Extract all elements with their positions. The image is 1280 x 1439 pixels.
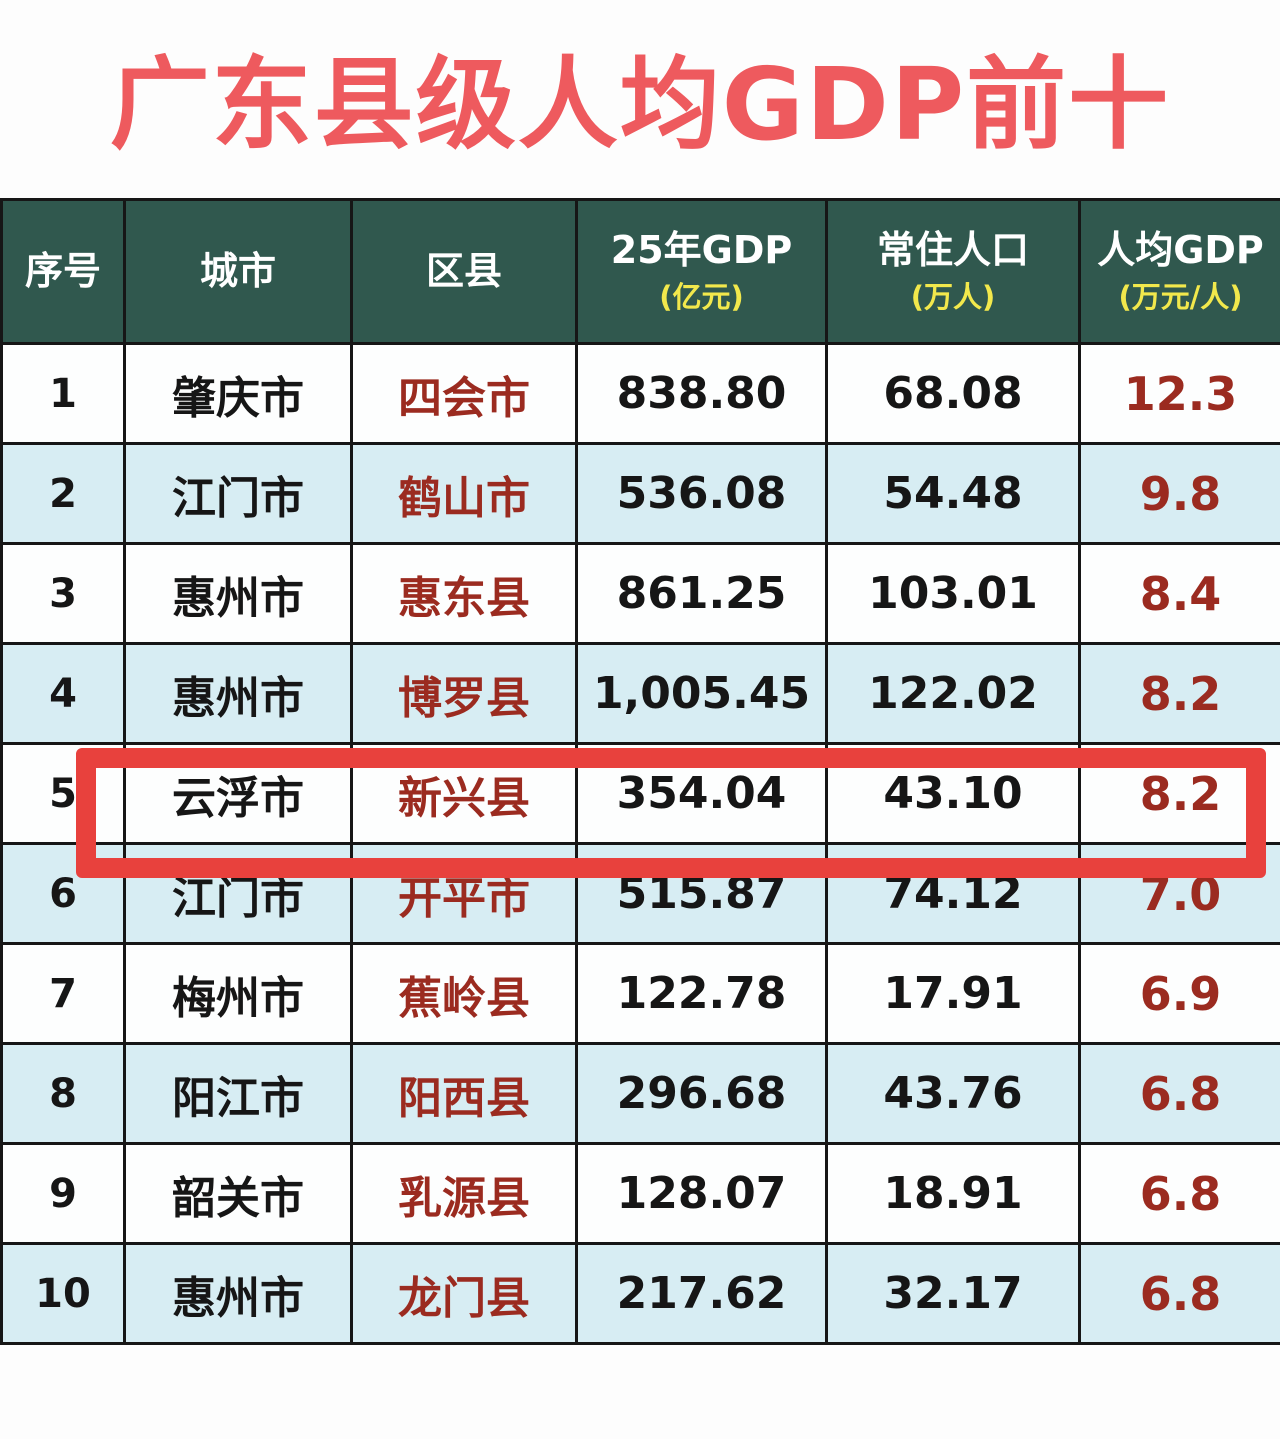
gdp-ranking-table: 序号 城市 区县 25年GDP (亿元) 常住人口 (万人) 人均GDP	[0, 198, 1280, 1345]
per-capita-cell: 7.0	[1078, 842, 1280, 945]
table-row: 9 韶关市 乳源县 128.07 18.91 6.8	[0, 1142, 1280, 1245]
city-cell: 惠州市	[123, 642, 353, 745]
county-cell: 惠东县	[350, 542, 578, 645]
col-header-rank-label: 序号	[24, 248, 101, 293]
table-row: 3 惠州市 惠东县 861.25 103.01 8.4	[0, 542, 1280, 645]
col-header-per-capita: 人均GDP (万元/人)	[1078, 198, 1280, 345]
table-row: 6 江门市 开平市 515.87 74.12 7.0	[0, 842, 1280, 945]
gdp-cell: 1,005.45	[575, 642, 828, 745]
gdp-cell: 296.68	[575, 1042, 828, 1145]
rank-cell: 1	[0, 342, 126, 445]
col-header-county: 区县	[350, 198, 578, 345]
col-header-county-label: 区县	[425, 248, 502, 293]
table-header: 序号 城市 区县 25年GDP (亿元) 常住人口 (万人) 人均GDP	[0, 198, 1280, 345]
population-cell: 43.76	[825, 1042, 1081, 1145]
table-row: 1 肇庆市 四会市 838.80 68.08 12.3	[0, 342, 1280, 445]
rank-cell: 2	[0, 442, 126, 545]
gdp-cell: 861.25	[575, 542, 828, 645]
header-row: 序号 城市 区县 25年GDP (亿元) 常住人口 (万人) 人均GDP	[0, 198, 1280, 345]
gdp-cell: 515.87	[575, 842, 828, 945]
col-header-gdp: 25年GDP (亿元)	[575, 198, 828, 345]
city-cell: 梅州市	[123, 942, 353, 1045]
county-cell: 新兴县	[350, 742, 578, 845]
county-cell: 开平市	[350, 842, 578, 945]
county-cell: 乳源县	[350, 1142, 578, 1245]
table-row: 10 惠州市 龙门县 217.62 32.17 6.8	[0, 1242, 1280, 1345]
rank-cell: 10	[0, 1242, 126, 1345]
county-cell: 蕉岭县	[350, 942, 578, 1045]
population-cell: 74.12	[825, 842, 1081, 945]
population-cell: 103.01	[825, 542, 1081, 645]
table-row: 4 惠州市 博罗县 1,005.45 122.02 8.2	[0, 642, 1280, 745]
county-cell: 博罗县	[350, 642, 578, 745]
city-cell: 惠州市	[123, 542, 353, 645]
col-header-population-label: 常住人口	[876, 227, 1029, 272]
rank-cell: 6	[0, 842, 126, 945]
col-header-per-capita-unit: (万元/人)	[1118, 280, 1243, 315]
population-cell: 17.91	[825, 942, 1081, 1045]
county-cell: 鹤山市	[350, 442, 578, 545]
table-row: 2 江门市 鹤山市 536.08 54.48 9.8	[0, 442, 1280, 545]
rank-cell: 7	[0, 942, 126, 1045]
per-capita-cell: 9.8	[1078, 442, 1280, 545]
per-capita-cell: 8.2	[1078, 642, 1280, 745]
per-capita-cell: 6.8	[1078, 1242, 1280, 1345]
city-cell: 江门市	[123, 842, 353, 945]
rank-cell: 4	[0, 642, 126, 745]
population-cell: 122.02	[825, 642, 1081, 745]
population-cell: 32.17	[825, 1242, 1081, 1345]
gdp-cell: 354.04	[575, 742, 828, 845]
col-header-population: 常住人口 (万人)	[825, 198, 1081, 345]
table-body: 1 肇庆市 四会市 838.80 68.08 12.3 2 江门市 鹤山市 53…	[0, 342, 1280, 1345]
gdp-cell: 838.80	[575, 342, 828, 445]
per-capita-cell: 8.4	[1078, 542, 1280, 645]
per-capita-cell: 6.9	[1078, 942, 1280, 1045]
gdp-cell: 128.07	[575, 1142, 828, 1245]
gdp-cell: 536.08	[575, 442, 828, 545]
table-row: 7 梅州市 蕉岭县 122.78 17.91 6.9	[0, 942, 1280, 1045]
population-cell: 43.10	[825, 742, 1081, 845]
county-cell: 龙门县	[350, 1242, 578, 1345]
city-cell: 韶关市	[123, 1142, 353, 1245]
per-capita-cell: 6.8	[1078, 1142, 1280, 1245]
county-cell: 阳西县	[350, 1042, 578, 1145]
per-capita-cell: 12.3	[1078, 342, 1280, 445]
population-cell: 18.91	[825, 1142, 1081, 1245]
per-capita-cell: 6.8	[1078, 1042, 1280, 1145]
page-title: 广东县级人均GDP前十	[109, 46, 1171, 163]
rank-cell: 3	[0, 542, 126, 645]
col-header-population-unit: (万人)	[910, 280, 996, 315]
city-cell: 阳江市	[123, 1042, 353, 1145]
rank-cell: 8	[0, 1042, 126, 1145]
city-cell: 惠州市	[123, 1242, 353, 1345]
city-cell: 云浮市	[123, 742, 353, 845]
col-header-gdp-label: 25年GDP	[610, 227, 793, 272]
city-cell: 江门市	[123, 442, 353, 545]
per-capita-cell: 8.2	[1078, 742, 1280, 845]
county-cell: 四会市	[350, 342, 578, 445]
col-header-per-capita-label: 人均GDP	[1097, 227, 1264, 272]
population-cell: 54.48	[825, 442, 1081, 545]
table-row: 8 阳江市 阳西县 296.68 43.76 6.8	[0, 1042, 1280, 1145]
col-header-gdp-unit: (亿元)	[659, 280, 744, 315]
table-row-highlighted: 5 云浮市 新兴县 354.04 43.10 8.2	[0, 742, 1280, 845]
col-header-city: 城市	[123, 198, 353, 345]
gdp-cell: 122.78	[575, 942, 828, 1045]
gdp-cell: 217.62	[575, 1242, 828, 1345]
rank-cell: 5	[0, 742, 126, 845]
rank-cell: 9	[0, 1142, 126, 1245]
col-header-city-label: 城市	[199, 248, 276, 293]
population-cell: 68.08	[825, 342, 1081, 445]
col-header-rank: 序号	[0, 198, 126, 345]
city-cell: 肇庆市	[123, 342, 353, 445]
